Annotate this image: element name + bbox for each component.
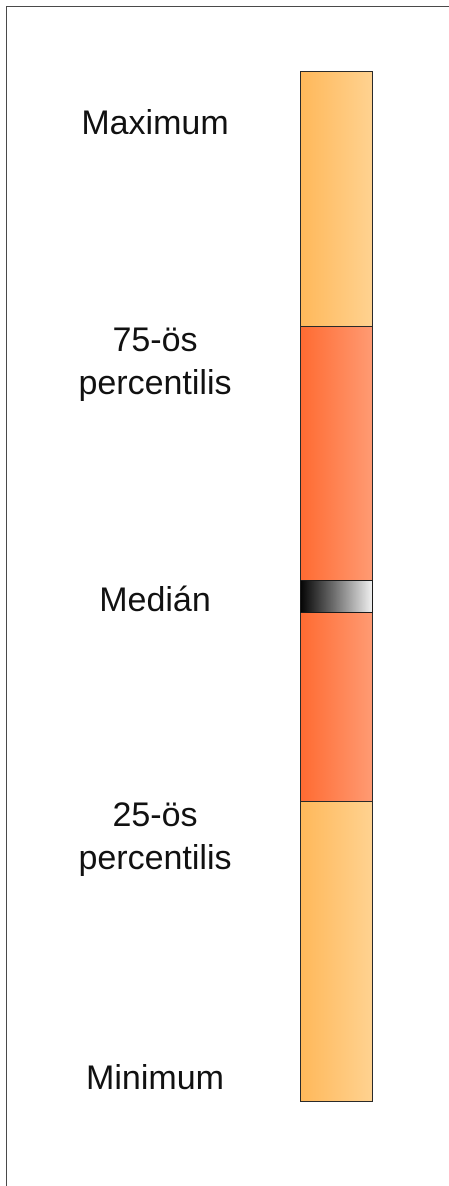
label-75-percentile-line1: 75-ös — [112, 321, 198, 359]
upper-whisker-segment — [300, 71, 373, 327]
label-25-percentile-line2: percentilis — [78, 839, 232, 877]
lower-whisker-segment — [300, 801, 373, 1102]
interquartile-box — [300, 326, 373, 802]
label-25-percentile-line1: 25-ös — [112, 796, 198, 834]
label-maximum: Maximum — [81, 104, 229, 142]
label-75-percentile-line2: percentilis — [78, 364, 232, 402]
label-median: Medián — [99, 581, 211, 619]
label-minimum: Minimum — [86, 1059, 224, 1097]
median-marker — [300, 580, 373, 613]
diagram-frame — [6, 6, 449, 1186]
